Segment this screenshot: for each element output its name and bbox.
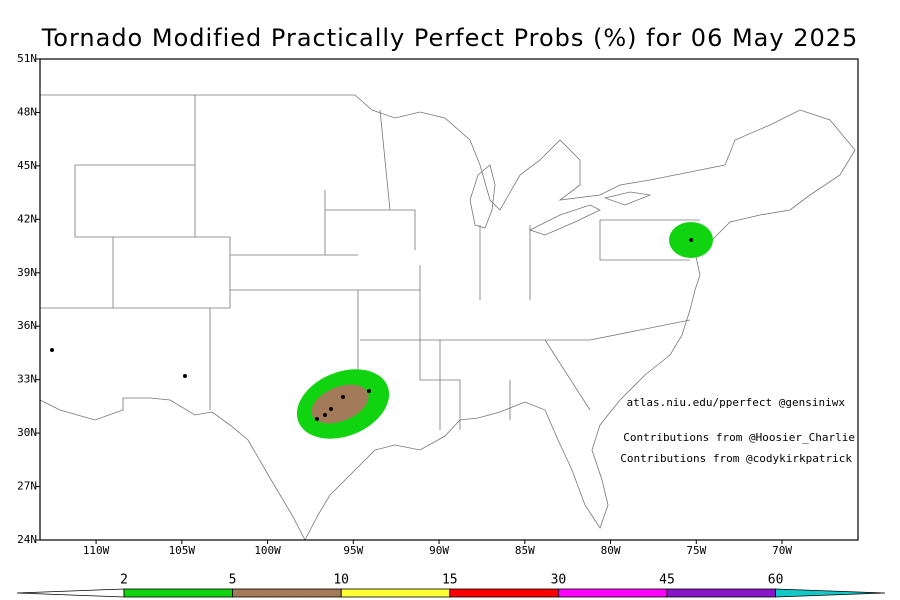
y-tick-label: 48N [17, 105, 37, 118]
colorbar-label: 60 [768, 573, 784, 588]
state-lines [40, 95, 700, 430]
report-dot [367, 389, 371, 393]
colorbar-segment [340, 588, 451, 598]
colorbar-segment [232, 588, 342, 598]
colorbar-segment [666, 588, 776, 598]
y-tick-label: 30N [17, 426, 37, 439]
colorbar-label: 10 [333, 573, 349, 588]
report-dot [50, 348, 54, 352]
lake-michigan [469, 164, 496, 229]
lake-erie [528, 204, 601, 236]
us-outline [40, 94, 856, 541]
x-tick-label: 100W [254, 544, 281, 557]
colorbar-label: 5 [229, 573, 237, 588]
lake-ontario [603, 191, 652, 206]
colorbar-segment [449, 588, 559, 598]
map-frame [39, 58, 859, 541]
y-tick-label: 36N [17, 319, 37, 332]
storm-reports [50, 238, 693, 421]
y-tick-label: 33N [17, 373, 37, 386]
y-tick-label: 39N [17, 266, 37, 279]
colorbar-label: 45 [659, 573, 675, 588]
credit: Contributions from @Hoosier_Charlie [623, 431, 855, 444]
report-dot [323, 413, 327, 417]
x-tick-label: 75W [686, 544, 706, 557]
x-tick-label: 110W [83, 544, 110, 557]
y-tick-label: 51N [17, 52, 37, 65]
report-dot [329, 407, 333, 411]
colorbar-segment [558, 588, 668, 598]
x-tick-label: 85W [515, 544, 535, 557]
x-tick-label: 90W [429, 544, 449, 557]
y-tick-label: 45N [17, 159, 37, 172]
colorbar-label: 30 [551, 573, 567, 588]
credit: Contributions from @codykirkpatrick [620, 452, 852, 465]
x-tick-label: 95W [343, 544, 363, 557]
report-dot [689, 238, 693, 242]
probability-areas [296, 222, 713, 439]
report-dot [341, 395, 345, 399]
colorbar-segment [123, 588, 233, 598]
colorbar-label: 15 [442, 573, 458, 588]
credit: atlas.niu.edu/pperfect @gensiniwx [626, 396, 845, 409]
x-tick-label: 80W [601, 544, 621, 557]
y-tick-label: 42N [17, 212, 37, 225]
x-tick-label: 70W [772, 544, 792, 557]
colorbar-under [16, 588, 125, 598]
y-tick-label: 27N [17, 480, 37, 493]
colorbar-label: 2 [120, 573, 128, 588]
map-title: Tornado Modified Practically Perfect Pro… [41, 24, 859, 52]
colorbar-over [775, 588, 886, 598]
y-tick-label: 24N [17, 533, 37, 546]
base-map [39, 94, 856, 541]
mexico-border [39, 397, 306, 541]
report-dot [183, 374, 187, 378]
report-dot [315, 417, 319, 421]
x-tick-label: 105W [169, 544, 196, 557]
